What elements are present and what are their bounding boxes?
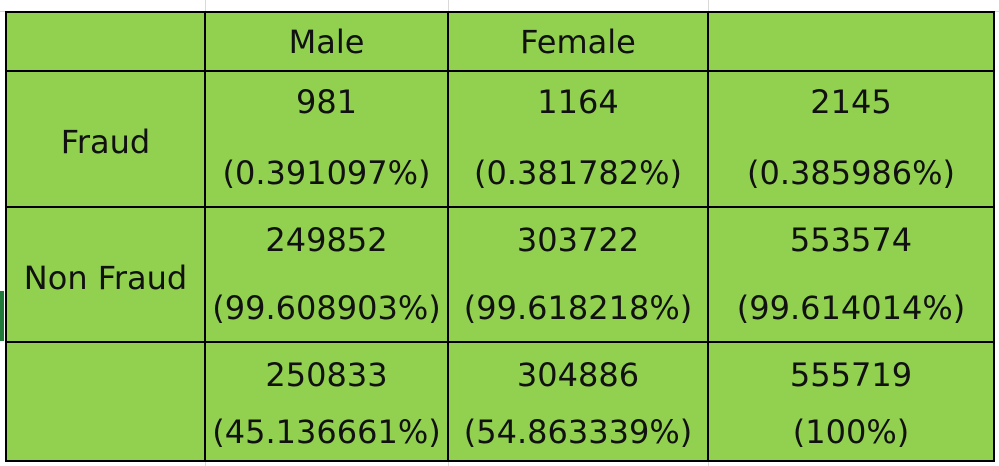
row-label-fraud[interactable]: Fraud (60, 123, 151, 161)
fraud-female-pct[interactable]: (0.381782%) (473, 154, 683, 192)
fraud-female-count[interactable]: 1164 (537, 83, 619, 121)
row-border (7, 70, 993, 72)
row-border (7, 206, 993, 208)
nonfraud-male-pct[interactable]: (99.608903%) (212, 289, 441, 327)
fraud-total-pct[interactable]: (0.385986%) (746, 154, 956, 192)
nonfraud-total-pct[interactable]: (99.614014%) (736, 289, 966, 327)
header-female[interactable]: Female (520, 23, 636, 61)
row-label-non-fraud[interactable]: Non Fraud (23, 259, 188, 297)
column-border (447, 13, 449, 460)
fraud-male-count[interactable]: 981 (295, 83, 358, 121)
grand-total-count[interactable]: 555719 (789, 356, 913, 394)
row-selection-marker (0, 291, 4, 341)
nonfraud-male-count[interactable]: 249852 (265, 221, 388, 259)
total-female-pct[interactable]: (54.863339%) (463, 413, 693, 451)
grand-total-pct[interactable]: (100%) (792, 413, 910, 451)
nonfraud-total-count[interactable]: 553574 (789, 221, 913, 259)
header-male[interactable]: Male (288, 23, 365, 61)
column-border (204, 13, 206, 460)
nonfraud-female-count[interactable]: 303722 (516, 221, 640, 259)
fraud-gender-table: Male Female Fraud 981 (0.391097%) 1164 (… (5, 11, 995, 462)
nonfraud-female-pct[interactable]: (99.618218%) (463, 289, 693, 327)
total-male-count[interactable]: 250833 (265, 356, 388, 394)
fraud-male-pct[interactable]: (0.391097%) (222, 154, 431, 192)
total-male-pct[interactable]: (45.136661%) (212, 413, 441, 451)
row-border (7, 341, 993, 343)
column-border (707, 13, 709, 460)
total-female-count[interactable]: 304886 (516, 356, 640, 394)
fraud-total-count[interactable]: 2145 (810, 83, 892, 121)
